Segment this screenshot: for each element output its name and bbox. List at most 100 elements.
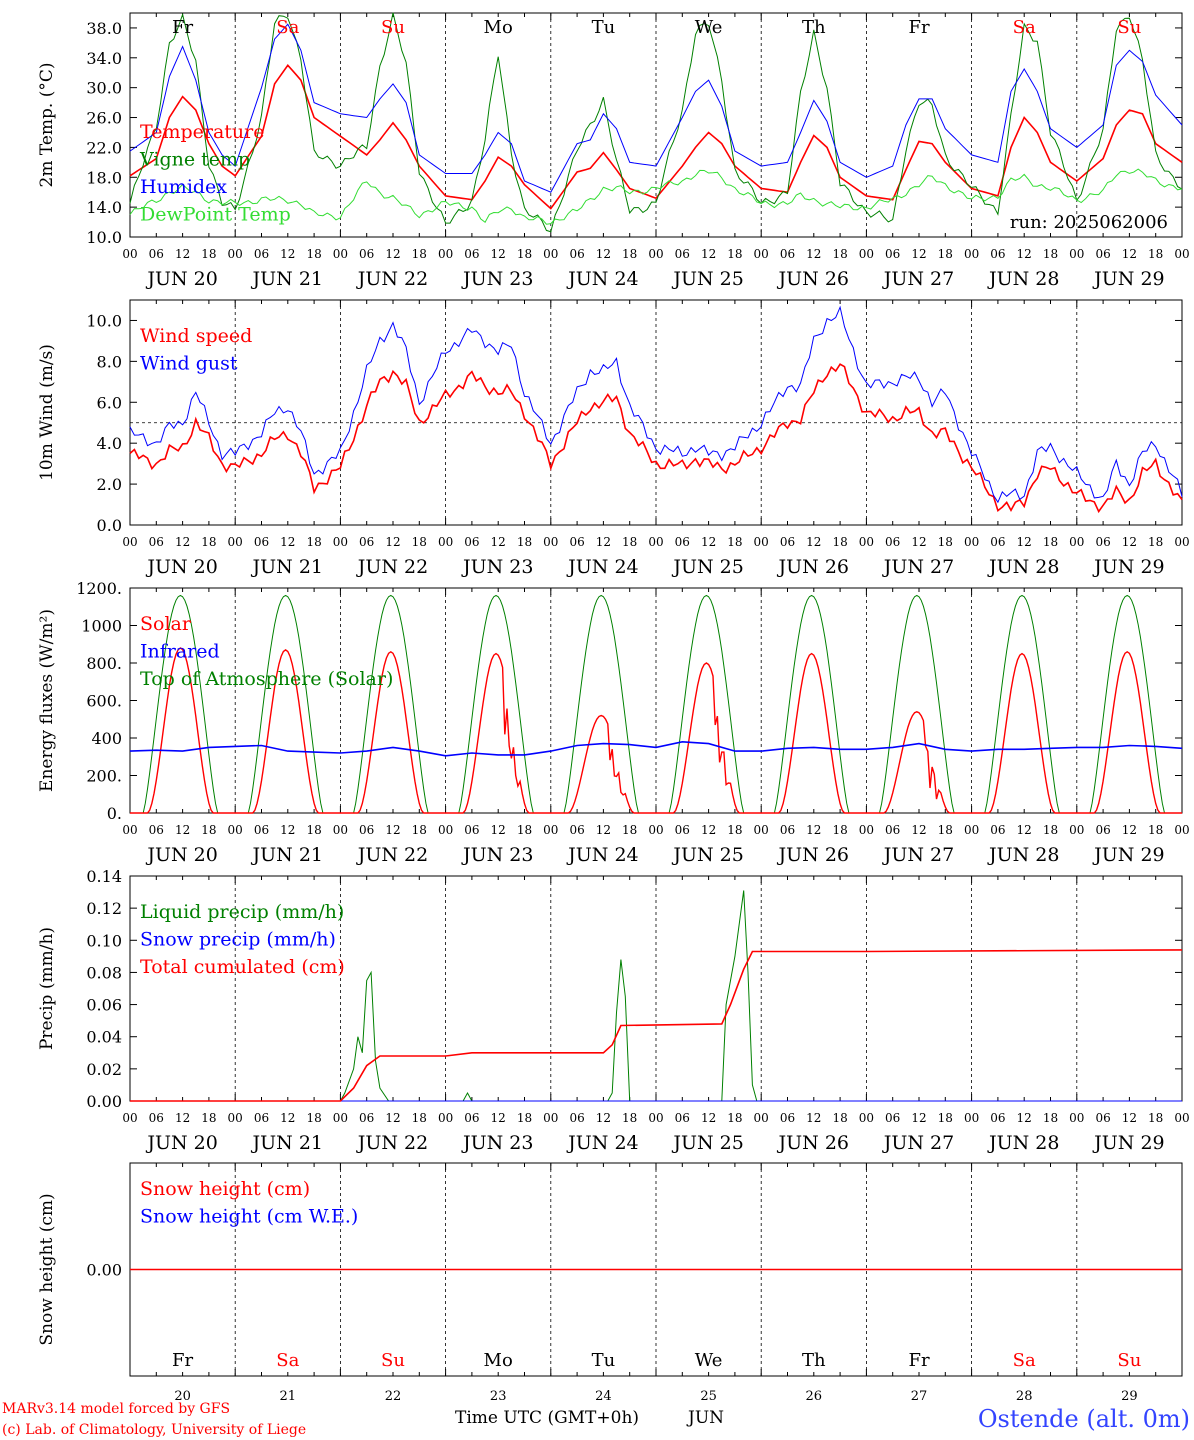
y-tick-label: 0.00: [86, 1092, 122, 1111]
hour-tick-label: 18: [938, 1111, 953, 1125]
hour-tick-label: 06: [990, 1111, 1005, 1125]
y-axis-label: Snow height (cm): [37, 1193, 57, 1345]
y-tick-label: 22.0: [86, 138, 122, 157]
hour-tick-label: 06: [885, 247, 900, 261]
series-line: [130, 647, 1182, 814]
hour-tick-label: 18: [412, 535, 427, 549]
date-label: JUN 20: [145, 556, 217, 578]
lab-credit: (c) Lab. of Climatology, University of L…: [2, 1422, 306, 1438]
hour-tick-label: 06: [149, 247, 164, 261]
hour-tick-label: 12: [596, 535, 611, 549]
date-number: 22: [385, 1389, 402, 1404]
y-tick-label: 200.: [86, 767, 122, 786]
hour-tick-label: 12: [911, 1111, 926, 1125]
hour-tick-label: 00: [228, 1111, 243, 1125]
hour-tick-label: 18: [938, 535, 953, 549]
hour-tick-label: 12: [911, 823, 926, 837]
legend-entry: Top of Atmosphere (Solar): [140, 668, 393, 690]
hour-tick-label: 18: [727, 1111, 742, 1125]
date-label: JUN 26: [777, 844, 849, 866]
hour-tick-label: 12: [280, 247, 295, 261]
date-label: JUN 26: [777, 1132, 849, 1154]
date-label: JUN 25: [671, 268, 743, 290]
hour-tick-label: 06: [149, 823, 164, 837]
hour-tick-label: 06: [569, 1111, 584, 1125]
panel-frame: [129, 587, 1183, 814]
hour-tick-label: 00: [1174, 1111, 1189, 1125]
hour-tick-label: 06: [254, 247, 269, 261]
y-tick-label: 26.0: [86, 109, 122, 128]
hour-tick-label: 18: [1043, 823, 1058, 837]
model-credit: MARv3.14 model forced by GFS: [2, 1401, 230, 1417]
hour-tick-label: 12: [806, 1111, 821, 1125]
day-name: Fr: [172, 1350, 193, 1371]
hour-tick-label: 06: [359, 535, 374, 549]
date-label: JUN 27: [882, 1132, 954, 1154]
day-name: Fr: [908, 1350, 929, 1371]
hour-tick-label: 06: [675, 535, 690, 549]
day-name: Th: [802, 1350, 826, 1371]
hour-tick-label: 12: [385, 1111, 400, 1125]
hour-tick-label: 12: [701, 1111, 716, 1125]
hour-tick-label: 00: [438, 247, 453, 261]
hour-tick-label: 00: [859, 247, 874, 261]
hour-tick-label: 00: [438, 535, 453, 549]
hour-tick-label: 18: [306, 247, 321, 261]
hour-tick-label: 06: [464, 823, 479, 837]
hour-tick-label: 12: [1122, 247, 1137, 261]
hour-tick-label: 06: [675, 823, 690, 837]
hour-tick-label: 00: [1069, 823, 1084, 837]
date-label: JUN 29: [1092, 844, 1164, 866]
hour-tick-label: 18: [306, 1111, 321, 1125]
hour-tick-label: 00: [122, 823, 137, 837]
hour-tick-label: 06: [885, 1111, 900, 1125]
hour-tick-label: 12: [806, 823, 821, 837]
date-label: JUN 25: [671, 1132, 743, 1154]
y-tick-label: 0.: [107, 804, 122, 823]
hour-tick-label: 00: [228, 535, 243, 549]
hour-tick-label: 12: [385, 247, 400, 261]
date-label: JUN 28: [987, 844, 1059, 866]
panel-5: 0.00 Snow height (cm) Fr 20 Sa 21 Su 22 Mo 23 Tu 24…: [37, 1162, 1183, 1404]
run-label: run: 2025062006: [1010, 212, 1168, 233]
y-tick-label: 30.0: [86, 79, 122, 98]
day-name: Sa: [276, 17, 299, 38]
hour-tick-label: 18: [622, 247, 637, 261]
day-name: Th: [802, 17, 826, 38]
panel-2: 0.0 2.0 4.0 6.0 8.0 10.0 10m Wind (m/s) 00 06 12 1…: [37, 299, 1190, 578]
date-label: JUN 21: [251, 268, 323, 290]
hour-tick-label: 18: [622, 535, 637, 549]
y-tick-label: 10.0: [86, 228, 122, 247]
hour-tick-label: 06: [254, 823, 269, 837]
legend-entry: Vigne temp: [139, 149, 250, 171]
hour-tick-label: 06: [464, 535, 479, 549]
hour-tick-label: 00: [438, 1111, 453, 1125]
date-label: JUN 28: [987, 1132, 1059, 1154]
date-label: JUN 29: [1092, 268, 1164, 290]
hour-tick-label: 00: [228, 247, 243, 261]
y-tick-label: 6.0: [97, 393, 122, 412]
hour-tick-label: 06: [464, 1111, 479, 1125]
hour-tick-label: 00: [543, 247, 558, 261]
y-tick-label: 0.10: [86, 931, 122, 950]
x-axis-month: JUN: [686, 1408, 724, 1428]
hour-tick-label: 12: [175, 1111, 190, 1125]
series-line: [129, 740, 1183, 757]
hour-tick-label: 18: [1148, 535, 1163, 549]
legend-entry: Temperature: [140, 121, 264, 143]
hour-tick-label: 00: [543, 823, 558, 837]
hour-tick-label: 18: [938, 247, 953, 261]
hour-tick-label: 06: [885, 535, 900, 549]
date-label: JUN 29: [1092, 556, 1164, 578]
hour-tick-label: 00: [333, 535, 348, 549]
date-label: JUN 22: [356, 556, 428, 578]
legend-entry: Snow height (cm): [140, 1178, 310, 1200]
y-tick-label: 14.0: [86, 198, 122, 217]
hour-tick-label: 12: [806, 247, 821, 261]
date-number: 20: [174, 1389, 191, 1404]
hour-tick-label: 12: [596, 823, 611, 837]
hour-tick-label: 06: [569, 247, 584, 261]
hour-tick-label: 18: [201, 535, 216, 549]
y-tick-label: 10.0: [86, 311, 122, 330]
day-name: Tu: [592, 1350, 616, 1371]
